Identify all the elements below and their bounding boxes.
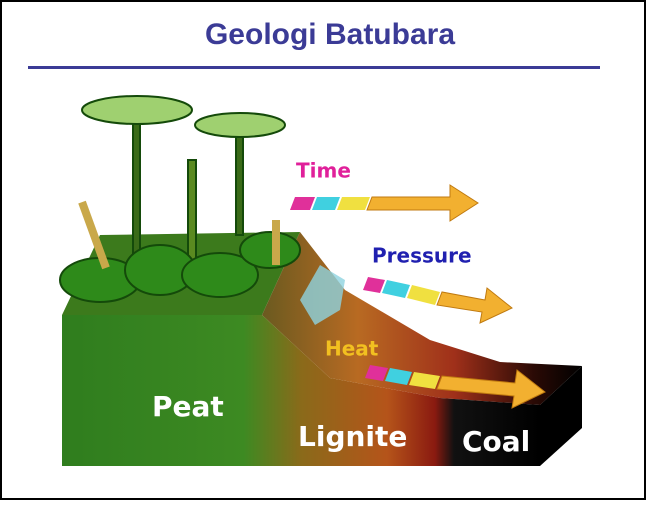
time-label: Time	[296, 159, 351, 183]
heat-label: Heat	[325, 337, 379, 361]
coal-label: Coal	[462, 425, 530, 458]
landscape	[60, 96, 582, 466]
peat-label: Peat	[152, 390, 224, 423]
title: Geologi Batubara	[205, 18, 455, 51]
title-rule	[28, 66, 600, 69]
time-arrow	[290, 185, 478, 221]
page: Geologi Batubara	[0, 0, 646, 500]
pressure-label: Pressure	[372, 244, 472, 268]
lignite-label: Lignite	[298, 420, 407, 453]
diagram: Geologi Batubara	[0, 0, 646, 500]
